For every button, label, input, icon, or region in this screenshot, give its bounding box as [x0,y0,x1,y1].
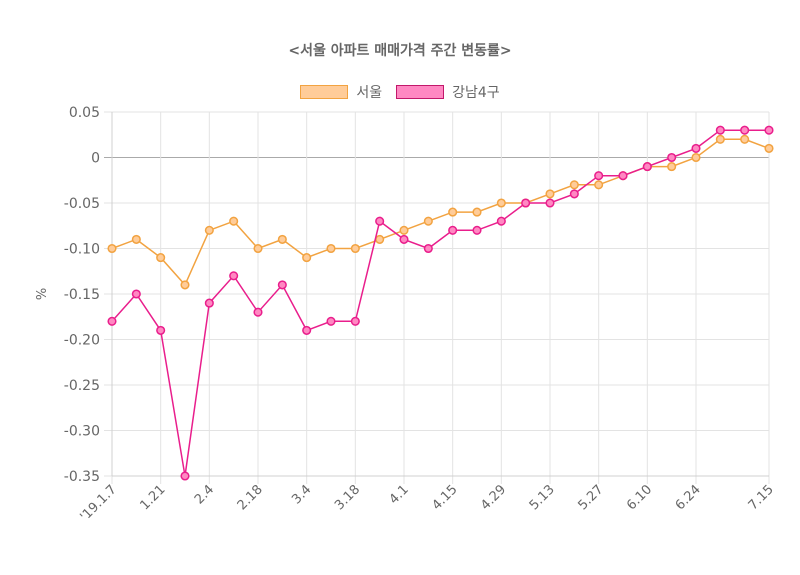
legend-item-gangnam4gu[interactable]: 강남4구 [396,82,500,102]
series-1 [107,125,774,481]
data-point [302,325,312,335]
data-point [472,207,482,217]
grid-lines [104,111,770,484]
data-point [326,243,336,254]
data-point [326,316,336,326]
data-point [423,243,433,254]
series-line [111,138,770,287]
data-point [229,216,239,226]
x-tick-label: '19.1.7 [77,482,119,524]
data-point [764,143,774,153]
x-tick-label: 4.29 [478,482,509,513]
x-tick-label: 4.1 [387,482,412,507]
data-point [496,216,506,226]
y-tick-label: 0 [91,151,100,167]
data-point [423,216,433,226]
y-tick-label: 0.05 [69,105,100,121]
data-point [180,280,190,290]
x-tick-label: 3.18 [332,482,363,513]
data-point [156,253,166,263]
data-point [448,207,458,217]
series-line [111,129,769,477]
y-tick-label: -0.10 [64,242,100,258]
y-tick-label: -0.35 [64,469,100,485]
x-tick-label: 4.15 [429,482,460,513]
data-point [691,143,701,153]
legend-label-seoul: 서울 [356,85,383,101]
y-tick-label: -0.20 [64,333,100,349]
data-point [740,134,750,144]
data-point [350,316,360,326]
data-point [667,162,677,172]
data-point [253,307,263,317]
data-point [399,234,409,244]
data-point [107,243,117,254]
data-point [204,225,214,235]
legend-item-seoul[interactable]: 서울 [300,82,382,102]
data-point [740,125,750,135]
x-tick-label: 5.27 [575,482,606,513]
series-layer [107,125,774,481]
data-point [545,198,555,208]
data-point [107,316,117,326]
data-point [302,253,312,263]
data-point [350,243,360,254]
y-tick-label: -0.25 [64,378,100,394]
x-tick-label: 5.13 [527,482,558,513]
data-point [569,189,579,199]
data-point [375,234,385,244]
x-tick-label: 6.24 [673,482,704,513]
legend-swatch-gangnam4gu [396,85,445,99]
data-point [764,125,774,135]
series-0 [107,134,774,290]
data-point [277,280,287,290]
data-point [594,180,604,190]
legend-label-gangnam4gu: 강남4구 [452,85,500,101]
y-axis-label: % [35,288,50,300]
data-point [569,180,579,190]
data-point [545,189,555,199]
data-point [277,234,287,244]
data-point [472,225,482,235]
legend-swatch-seoul [300,85,349,99]
data-point [156,325,166,335]
y-tick-label: -0.15 [64,287,100,303]
data-point [131,289,141,299]
x-tick-label: 1.21 [137,482,168,513]
data-point [691,152,701,163]
data-point [375,216,385,226]
data-point [618,171,628,181]
chart-title: <서울 아파트 매매가격 주간 변동률> [288,43,512,59]
data-point [229,271,239,281]
data-point [204,298,214,308]
x-tick-label: 3.4 [289,482,314,507]
x-tick-label: 2.18 [235,482,266,513]
data-point [448,225,458,235]
data-point [667,152,677,163]
y-tick-label: -0.30 [64,424,100,440]
x-tick-label: 6.10 [624,482,655,513]
data-point [521,198,531,208]
x-tick-label: 2.4 [192,482,217,507]
data-point [496,198,506,208]
y-tick-label: -0.05 [64,196,100,212]
data-point [594,171,604,181]
data-point [180,471,190,481]
data-point [642,162,652,172]
data-point [399,225,409,235]
data-point [715,134,725,144]
data-point [253,243,263,254]
legend: 서울 강남4구 [0,82,800,102]
x-tick-label: 7.15 [746,482,777,513]
data-point [715,125,725,135]
data-point [131,234,141,244]
